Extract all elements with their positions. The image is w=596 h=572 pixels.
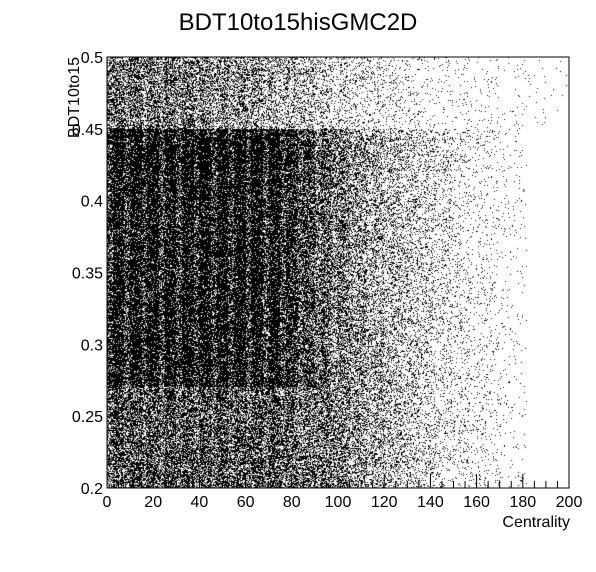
y-tick-label: 0.35: [72, 266, 103, 283]
x-tick-label: 60: [237, 494, 255, 511]
y-tick-label: 0.45: [72, 122, 103, 139]
x-tick-label: 20: [144, 494, 162, 511]
scatter-density: [107, 57, 569, 488]
chart-title: BDT10to15hisGMC2D: [179, 9, 418, 36]
x-tick-label: 120: [371, 494, 398, 511]
y-tick-label: 0.4: [81, 194, 103, 211]
x-tick-label: 140: [417, 494, 444, 511]
y-tick-label: 0.5: [81, 50, 103, 67]
x-tick-label: 40: [191, 494, 209, 511]
y-axis-title: BDT10to15: [66, 57, 83, 138]
x-axis-title: Centrality: [502, 514, 570, 531]
x-tick-label: 100: [325, 494, 352, 511]
x-tick-label: 0: [103, 494, 112, 511]
x-tick-label: 160: [463, 494, 490, 511]
x-axis-ticks: 0 20 40 60 80 100 120 140 160 180 200: [103, 474, 583, 511]
y-tick-label: 0.2: [81, 481, 103, 498]
y-axis-ticks: 0.2 0.25 0.3 0.35 0.4 0.45 0.5: [72, 50, 121, 498]
x-tick-label: 180: [509, 494, 536, 511]
y-tick-label: 0.3: [81, 337, 103, 354]
x-tick-label: 80: [283, 494, 301, 511]
x-tick-label: 200: [556, 494, 583, 511]
y-tick-label: 0.25: [72, 409, 103, 426]
scatter-points: [107, 57, 569, 488]
